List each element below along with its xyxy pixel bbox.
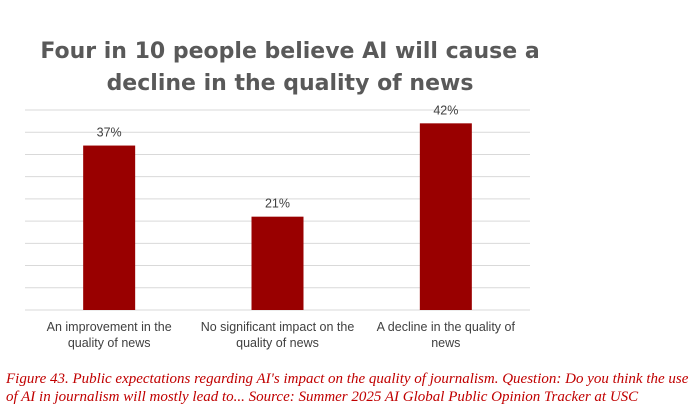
x-tick-label: No significant impact on the xyxy=(201,320,355,334)
x-tick-label: news xyxy=(431,336,460,350)
data-label: 21% xyxy=(265,197,290,211)
x-tick-label: quality of news xyxy=(236,336,319,350)
chart-title: Four in 10 people believe AI will cause … xyxy=(40,39,540,96)
bar xyxy=(419,123,472,310)
data-label: 42% xyxy=(433,103,458,117)
figure-caption: Figure 43. Public expectations regarding… xyxy=(6,371,689,405)
bar xyxy=(83,145,136,310)
x-tick-label: An improvement in the xyxy=(47,320,172,334)
bar-chart: 37% An improvement in the quality of news 2… xyxy=(25,103,530,350)
bar xyxy=(251,216,304,310)
x-tick-label: A decline in the quality of xyxy=(377,320,516,334)
x-tick-label: quality of news xyxy=(68,336,151,350)
data-label: 37% xyxy=(97,126,122,140)
